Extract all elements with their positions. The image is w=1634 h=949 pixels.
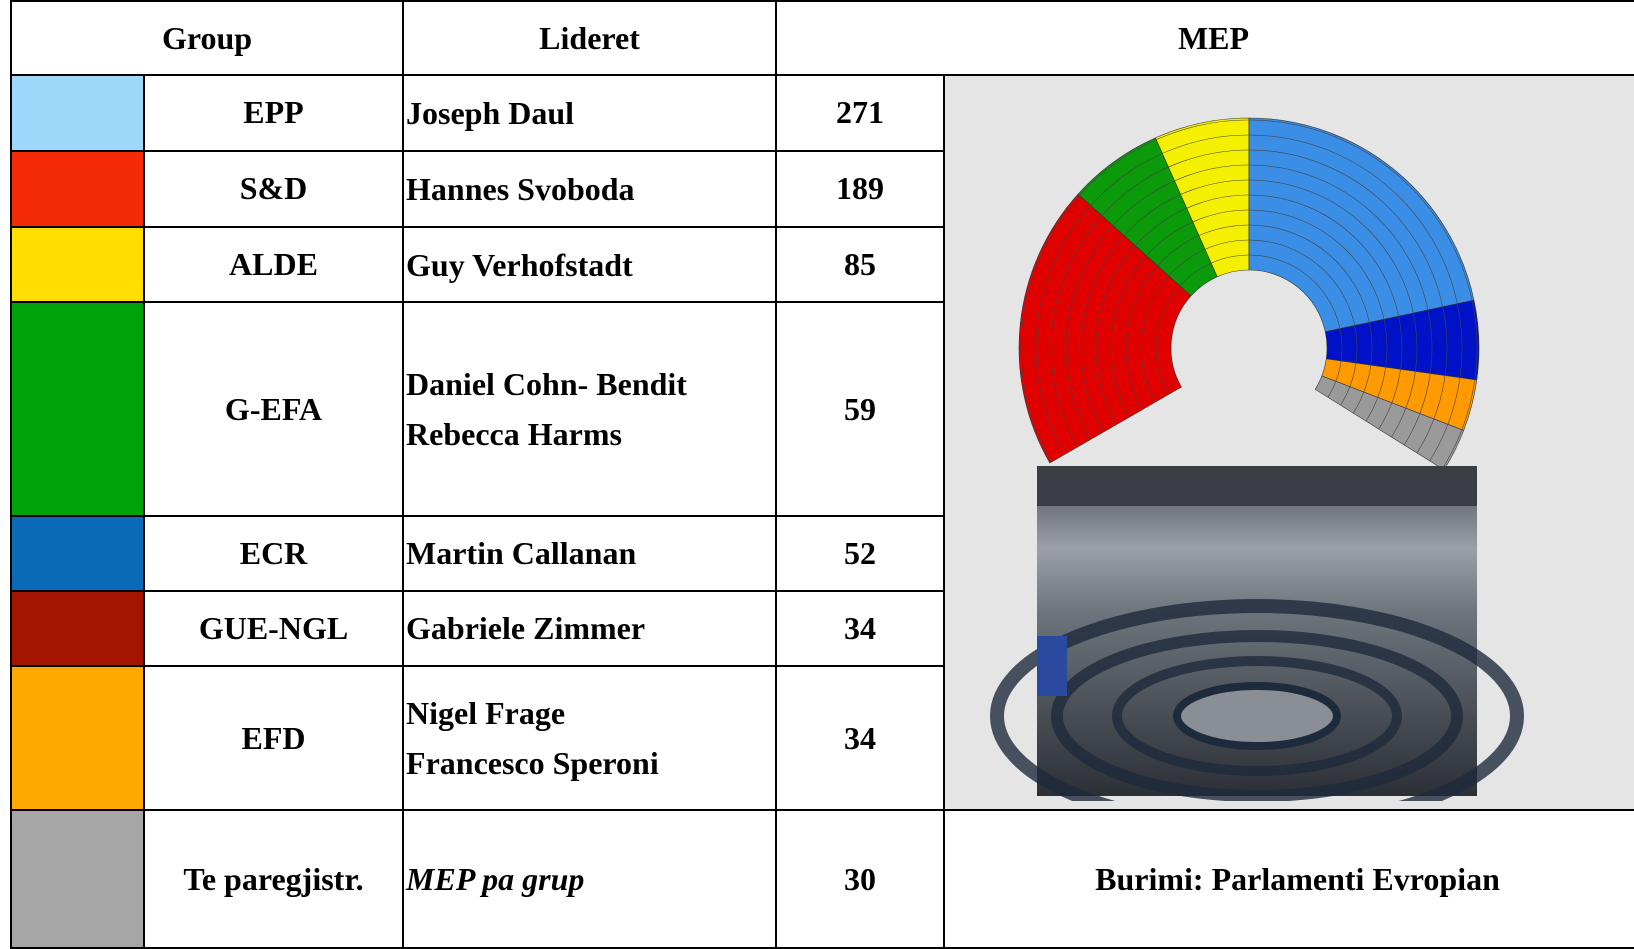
header-cell: MEP	[776, 1, 1634, 75]
mep-count: 59	[776, 302, 944, 515]
group-cell: EPP	[144, 75, 403, 151]
group-color-swatch	[11, 810, 144, 948]
group-cell: EFD	[144, 666, 403, 810]
mep-count: 85	[776, 227, 944, 303]
leader-cell: Martin Callanan	[403, 516, 776, 591]
leader-name: Rebecca Harms	[406, 409, 775, 459]
group-cell: GUE-NGL	[144, 591, 403, 667]
group-color-swatch	[11, 151, 144, 227]
parliament-photo	[997, 466, 1517, 801]
leader-name: Daniel Cohn- Bendit	[406, 359, 775, 409]
group-cell: S&D	[144, 151, 403, 227]
leader-cell: Joseph Daul	[403, 75, 776, 151]
group-cell: ECR	[144, 516, 403, 591]
hemicycle-diagram	[1019, 118, 1479, 470]
leader-name: Joseph Daul	[406, 88, 775, 138]
mep-count: 52	[776, 516, 944, 591]
mep-count: 34	[776, 666, 944, 810]
leader-cell: MEP pa grup	[403, 810, 776, 948]
header-cell: Group	[11, 1, 403, 75]
leader-name: Francesco Speroni	[406, 738, 775, 788]
group-cell: G-EFA	[144, 302, 403, 515]
header-cell: Lideret	[403, 1, 776, 75]
image-cell	[944, 75, 1634, 810]
group-color-swatch	[11, 591, 144, 667]
illustrations	[945, 76, 1634, 801]
group-color-swatch	[11, 227, 144, 303]
mep-count: 189	[776, 151, 944, 227]
leader-cell: Guy Verhofstadt	[403, 227, 776, 303]
group-color-swatch	[11, 666, 144, 810]
leader-name: MEP pa grup	[406, 854, 775, 904]
group-cell: ALDE	[144, 227, 403, 303]
header-row: Group Lideret MEP	[11, 1, 1634, 75]
source-cell: Burimi: Parlamenti Evropian	[944, 810, 1634, 948]
group-color-swatch	[11, 516, 144, 591]
leader-name: Guy Verhofstadt	[406, 240, 775, 290]
group-color-swatch	[11, 75, 144, 151]
leader-cell: Gabriele Zimmer	[403, 591, 776, 667]
mep-count: 271	[776, 75, 944, 151]
leader-name: Nigel Frage	[406, 688, 775, 738]
hemicycle-segment	[1249, 118, 1474, 332]
mep-count: 34	[776, 591, 944, 667]
group-color-swatch	[11, 302, 144, 515]
leader-name: Martin Callanan	[406, 528, 775, 578]
leader-name: Hannes Svoboda	[406, 164, 775, 214]
leader-cell: Hannes Svoboda	[403, 151, 776, 227]
group-cell: Te paregjistr.	[144, 810, 403, 948]
page: Group Lideret MEP EPPJoseph Daul271 S&DH…	[0, 0, 1634, 941]
mep-count: 30	[776, 810, 944, 948]
leader-name: Gabriele Zimmer	[406, 603, 775, 653]
